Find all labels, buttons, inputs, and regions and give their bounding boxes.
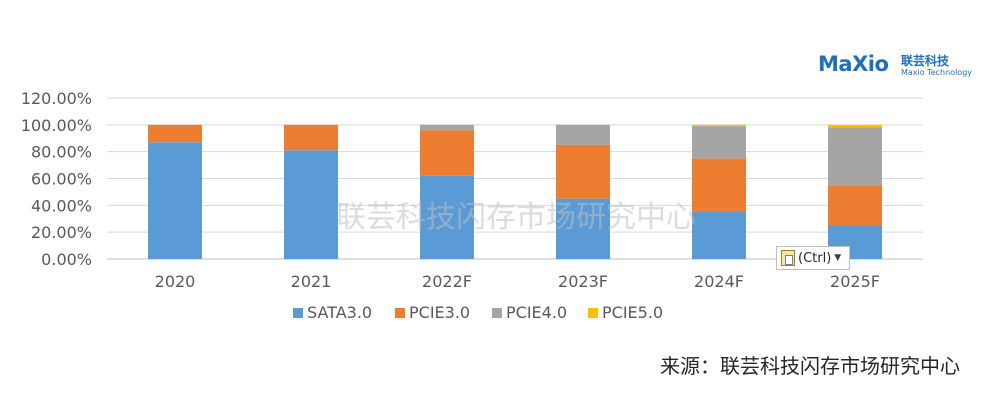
- legend-swatch: [293, 308, 303, 318]
- x-tick-label: 2025F: [830, 272, 880, 291]
- bar-segment: [556, 124, 610, 145]
- y-tick-label: 0.00%: [41, 250, 92, 269]
- x-tick-label: 2021: [291, 272, 332, 291]
- bar-segment: [284, 124, 338, 151]
- legend-swatch: [492, 308, 502, 318]
- logo-cn-name: 联芸科技: [901, 54, 950, 68]
- legend-label: SATA3.0: [307, 303, 372, 322]
- bar-segment: [692, 124, 746, 127]
- bar-segment: [692, 158, 746, 213]
- watermark-text: 联芸科技闪存市场研究中心: [336, 200, 696, 235]
- logo-wordmark: MaXio: [818, 52, 889, 76]
- legend-label: PCIE5.0: [602, 303, 663, 322]
- legend-label: PCIE4.0: [506, 303, 567, 322]
- bar-segment: [148, 124, 202, 143]
- legend-label: PCIE3.0: [409, 303, 470, 322]
- bar-segment: [420, 130, 474, 176]
- bars: [148, 124, 882, 259]
- bar-segment: [828, 124, 882, 128]
- bar-segment: [148, 142, 202, 259]
- bar-segment: [828, 185, 882, 226]
- y-tick-label: 120.00%: [21, 89, 92, 108]
- y-tick-label: 60.00%: [31, 170, 92, 189]
- legend: SATA3.0 PCIE3.0 PCIE4.0 PCIE5.0: [293, 303, 663, 322]
- bar-segment: [420, 175, 474, 259]
- bar-segment: [692, 126, 746, 159]
- chevron-down-icon: ▼: [834, 253, 842, 263]
- x-tick-label: 2024F: [694, 272, 744, 291]
- gridlines: [107, 97, 923, 260]
- bar-segment: [692, 212, 746, 259]
- x-tick-label: 2020: [155, 272, 196, 291]
- y-tick-label: 80.00%: [31, 143, 92, 162]
- clipboard-icon: [781, 250, 795, 266]
- y-tick-label: 20.00%: [31, 223, 92, 242]
- maxio-logo: MaXio 联芸科技 Maxio Technology: [818, 52, 973, 80]
- paste-options-label: (Ctrl): [798, 250, 832, 266]
- legend-swatch: [395, 308, 405, 318]
- bar-segment: [556, 198, 610, 259]
- bar-segment: [828, 127, 882, 186]
- y-axis-ticks: 0.00% 20.00% 40.00% 60.00% 80.00% 100.00% 120.…: [21, 89, 92, 269]
- x-axis-ticks: 2020 2021 2022F 2023F 2024F 2025F: [155, 272, 880, 291]
- y-tick-label: 100.00%: [21, 116, 92, 135]
- x-tick-label: 2022F: [422, 272, 472, 291]
- bar-segment: [284, 150, 338, 259]
- paste-options-button[interactable]: (Ctrl) ▼: [776, 246, 850, 270]
- y-tick-label: 40.00%: [31, 196, 92, 215]
- bar-segment: [556, 144, 610, 199]
- logo-en-name: Maxio Technology: [901, 68, 973, 77]
- source-note: 来源：联芸科技闪存市场研究中心: [660, 354, 960, 378]
- legend-swatch: [588, 308, 598, 318]
- x-tick-label: 2023F: [558, 272, 608, 291]
- bar-segment: [420, 124, 474, 131]
